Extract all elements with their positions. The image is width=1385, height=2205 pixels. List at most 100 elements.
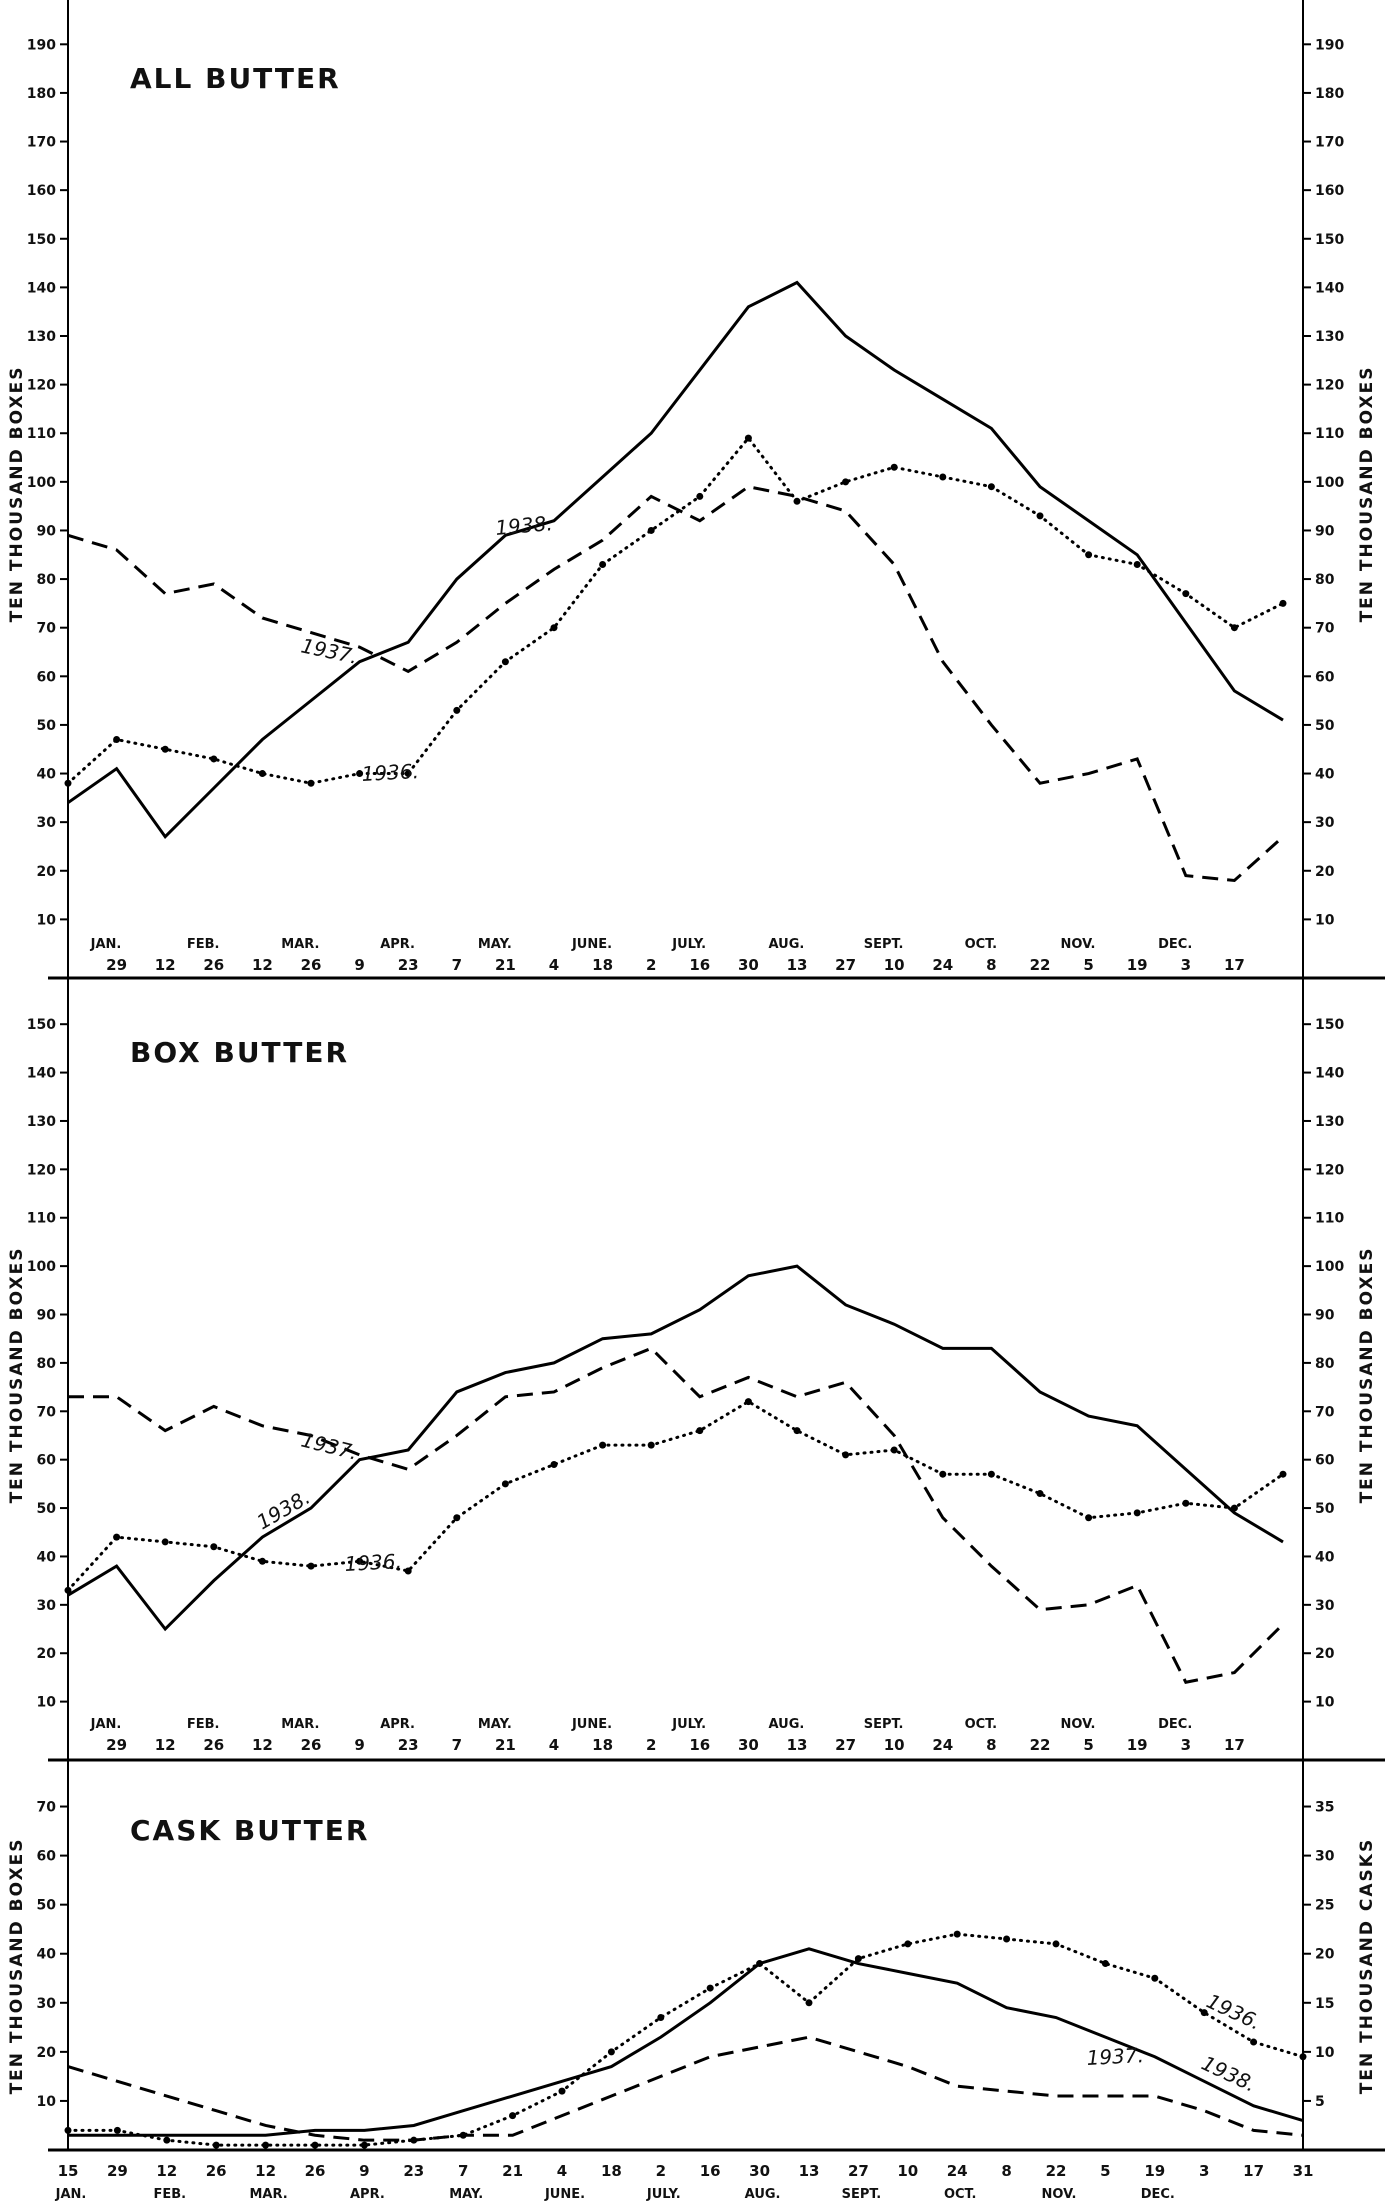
x-day-label: 21 <box>495 1736 516 1754</box>
series-label: 1937. <box>299 1428 360 1465</box>
x-day-label: 15 <box>58 2162 79 2180</box>
series-1936-point <box>64 779 72 787</box>
x-day-label: 30 <box>738 956 759 974</box>
series-1936-point <box>262 2141 270 2149</box>
x-month-label: JUNE. <box>571 1717 612 1732</box>
x-day-label: 4 <box>549 956 559 974</box>
series-1936-point <box>113 2126 121 2134</box>
x-day-label: 9 <box>354 956 364 974</box>
series-1936-point <box>307 779 315 787</box>
y-tick-label: 20 <box>37 864 57 880</box>
x-month-label: JAN. <box>55 2187 87 2202</box>
y-tick-label: 90 <box>37 523 57 539</box>
y-tick-label: 190 <box>27 37 56 53</box>
x-month-label: AUG. <box>768 1717 804 1732</box>
x-month-label: DEC. <box>1158 937 1192 952</box>
series-1936-point <box>696 492 704 500</box>
series-1936-point <box>987 483 995 491</box>
x-day-label: 12 <box>155 956 176 974</box>
series-1936-point <box>1036 1490 1044 1498</box>
x-month-label: APR. <box>350 2187 385 2202</box>
y-tick-label-right: 60 <box>1315 1453 1335 1469</box>
x-day-label: 2 <box>646 956 656 974</box>
x-day-label: 12 <box>252 1736 273 1754</box>
series-1936-point <box>161 1538 169 1546</box>
series-1936-point <box>64 1586 72 1594</box>
series-1936-point <box>1230 1504 1238 1512</box>
y-tick-label: 30 <box>37 815 57 831</box>
x-day-label: 18 <box>592 956 613 974</box>
series-1936-point <box>212 2141 220 2149</box>
y-tick-label: 40 <box>37 1947 57 1963</box>
x-day-label: 29 <box>107 2162 128 2180</box>
y-tick-label-right: 140 <box>1315 280 1344 296</box>
y-tick-label: 50 <box>37 1898 57 1914</box>
y-tick-label-right: 110 <box>1315 426 1344 442</box>
y-tick-label-right: 25 <box>1315 1898 1334 1914</box>
y-tick-label: 30 <box>37 1996 57 2012</box>
chart-title: ALL BUTTER <box>130 62 341 95</box>
series-1936-point <box>1133 1509 1141 1517</box>
x-month-label: AUG. <box>768 937 804 952</box>
y-tick-label-right: 60 <box>1315 669 1335 685</box>
y-tick-label-right: 100 <box>1315 475 1344 491</box>
x-day-label: 26 <box>206 2162 227 2180</box>
series-1936-point <box>550 624 558 632</box>
x-month-label: AUG. <box>745 2187 781 2202</box>
y-tick-label: 20 <box>37 2045 57 2061</box>
series-label: 1938. <box>1198 2051 1260 2097</box>
x-month-label: MAY. <box>478 937 512 952</box>
series-1937-line <box>67 485 1285 883</box>
x-month-label: APR. <box>380 1717 415 1732</box>
series-1936-point <box>793 497 801 505</box>
x-day-label: 10 <box>884 956 905 974</box>
x-day-label: 22 <box>1046 2162 1067 2180</box>
series-label: 1937. <box>299 633 360 668</box>
series-1936-point <box>113 736 121 744</box>
series-1936-point <box>558 2087 566 2095</box>
y-tick-label-right: 30 <box>1315 1598 1335 1614</box>
series-1936-point <box>890 1446 898 1454</box>
x-day-label: 23 <box>403 2162 424 2180</box>
series-1938-line <box>67 1264 1284 1632</box>
y-tick-label: 10 <box>37 2094 57 2110</box>
x-month-label: SEPT. <box>842 2187 882 2202</box>
x-day-label: 26 <box>203 956 224 974</box>
chart-panel-2: CASK BUTTER102030405060705101520253035TE… <box>7 1762 1385 2202</box>
x-day-label: 8 <box>1001 2162 1011 2180</box>
series-label: 1937. <box>1086 2043 1144 2070</box>
series-1936-point <box>1036 512 1044 520</box>
y-axis-title-right: TEN THOUSAND BOXES <box>1357 1247 1377 1504</box>
x-month-label: DEC. <box>1158 1717 1192 1732</box>
x-day-label: 29 <box>106 1736 127 1754</box>
y-tick-label-right: 180 <box>1315 86 1344 102</box>
y-tick-label-right: 20 <box>1315 1947 1335 1963</box>
series-1936-line <box>66 1932 1305 2147</box>
x-month-label: OCT. <box>965 1717 997 1732</box>
x-day-label: 16 <box>700 2162 721 2180</box>
y-tick-label: 120 <box>27 378 56 394</box>
series-1936-point <box>356 1557 364 1565</box>
y-tick-label-right: 140 <box>1315 1066 1344 1082</box>
y-tick-label-right: 40 <box>1315 1549 1335 1565</box>
y-tick-label: 110 <box>27 1211 56 1227</box>
series-label: 1938. <box>253 1485 315 1534</box>
y-axis-title-right: TEN THOUSAND BOXES <box>1357 366 1377 623</box>
series-1936-point <box>1200 2009 1208 2017</box>
y-axis-title-left: TEN THOUSAND BOXES <box>7 366 27 623</box>
x-day-label: 17 <box>1243 2162 1264 2180</box>
y-tick-label: 80 <box>37 572 57 588</box>
x-day-label: 24 <box>947 2162 968 2180</box>
x-day-label: 8 <box>986 1736 996 1754</box>
series-1936-point <box>890 463 898 471</box>
y-tick-label-right: 5 <box>1315 2094 1325 2110</box>
x-day-label: 8 <box>986 956 996 974</box>
y-tick-label: 70 <box>37 1404 57 1420</box>
x-day-label: 22 <box>1030 956 1051 974</box>
y-tick-label: 100 <box>27 1259 56 1275</box>
y-axis-title-left: TEN THOUSAND BOXES <box>7 1838 27 2095</box>
x-day-label: 27 <box>835 956 856 974</box>
y-tick-label: 30 <box>37 1598 57 1614</box>
series-1936-point <box>1151 1974 1159 1982</box>
y-tick-label: 130 <box>27 1114 56 1130</box>
